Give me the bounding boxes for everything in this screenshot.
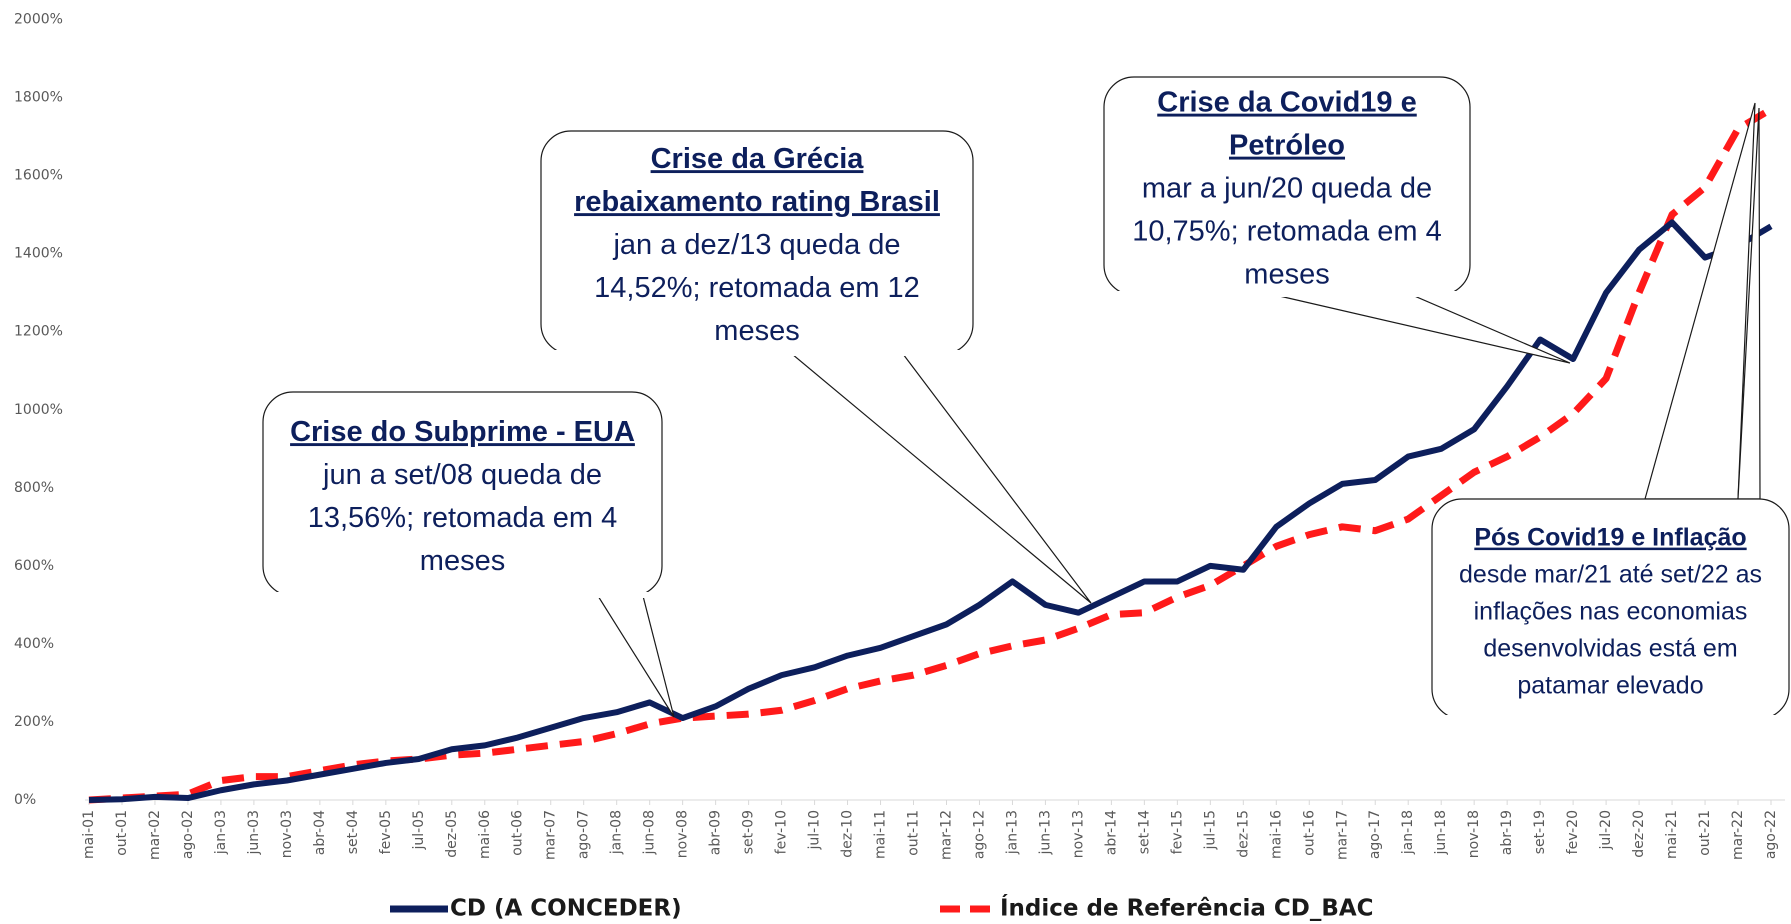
- x-tick-label: ago-12: [971, 810, 987, 859]
- x-tick-label: out-11: [906, 810, 922, 856]
- x-tick-label: mai-11: [873, 810, 889, 859]
- x-tick-label: jul-20: [1598, 810, 1614, 851]
- callout: Crise da Grécia rebaixamento rating Brasi…: [540, 130, 1092, 604]
- callout: Crise da Covid19 e Petróleo mar a jun/20 q…: [1103, 76, 1571, 364]
- y-tick-label: 2000%: [14, 12, 63, 28]
- callout-text: 14,52%; retomada em 12: [594, 272, 920, 304]
- x-tick-label: jan-13: [1004, 810, 1020, 855]
- x-tick-label: jan-03: [213, 810, 229, 855]
- x-tick-label: jun-03: [246, 810, 262, 856]
- callout: Crise do Subprime - EUA jun a set/08 qued…: [262, 391, 675, 718]
- x-tick-label: jun-13: [1037, 810, 1053, 856]
- callout-pointer: [790, 353, 1092, 604]
- x-tick-label: fev-05: [378, 810, 394, 854]
- x-tick-label: nov-13: [1070, 810, 1086, 858]
- x-tick-label: mar-02: [147, 810, 163, 860]
- callout-title: Crise da Covid19 e: [1157, 87, 1417, 119]
- series-line: [88, 219, 1773, 803]
- x-tick-label: jan-08: [609, 810, 625, 855]
- x-tick-label: abr-14: [1103, 810, 1119, 855]
- x-tick-label: ago-22: [1763, 810, 1779, 859]
- x-tick-label: nov-18: [1466, 810, 1482, 858]
- callout-title: Crise do Subprime - EUA: [290, 416, 635, 448]
- x-tick-label: out-06: [510, 810, 526, 856]
- y-tick-label: 1600%: [14, 168, 63, 184]
- x-tick-label: fev-15: [1169, 810, 1185, 854]
- callout-pointer: [1274, 294, 1571, 364]
- callout-cover: [265, 592, 660, 598]
- callout-text: patamar elevado: [1517, 672, 1703, 700]
- x-tick-label: mai-16: [1268, 810, 1284, 859]
- callout-cover: [543, 350, 971, 356]
- x-tick-label: dez-05: [444, 810, 460, 858]
- legend-label: CD (A CONCEDER): [450, 896, 682, 922]
- callout-title: Pós Covid19 e Inflação: [1474, 524, 1746, 552]
- callout-cover: [1106, 291, 1468, 297]
- y-tick-label: 1400%: [14, 246, 63, 262]
- callout-text: 13,56%; retomada em 4: [308, 502, 618, 534]
- y-tick-label: 400%: [14, 636, 54, 652]
- y-tick-label: 1000%: [14, 402, 63, 418]
- y-tick-label: 1200%: [14, 324, 63, 340]
- y-tick-label: 600%: [14, 558, 54, 574]
- callout-pointer: [1644, 102, 1756, 500]
- x-tick-label: nov-08: [675, 810, 691, 858]
- callout-text: inflações nas economias: [1474, 598, 1748, 626]
- callout-text: meses: [1244, 259, 1329, 291]
- y-tick-label: 200%: [14, 714, 54, 730]
- callout-text: 10,75%; retomada em 4: [1132, 216, 1442, 248]
- x-tick-label: jul-05: [411, 810, 427, 851]
- x-tick-label: mar-07: [543, 810, 559, 860]
- x-tick-label: mai-06: [477, 810, 493, 859]
- x-tick-label: abr-19: [1499, 810, 1515, 855]
- x-tick-label: jul-10: [807, 810, 823, 851]
- callout-text: mar a jun/20 queda de: [1142, 173, 1432, 205]
- callout-cover: [1434, 715, 1787, 721]
- x-tick-label: out-16: [1301, 810, 1317, 856]
- x-tick-label: mai-21: [1664, 810, 1680, 859]
- y-tick-label: 0%: [14, 792, 36, 808]
- x-tick-label: out-21: [1697, 810, 1713, 856]
- legend-label: Índice de Referência CD_BAC: [1000, 894, 1374, 922]
- callout-title: rebaixamento rating Brasil: [574, 186, 940, 218]
- x-tick-label: set-04: [345, 810, 361, 854]
- callout-text: desenvolvidas está em: [1483, 635, 1737, 663]
- callout-text: jun a set/08 queda de: [322, 459, 602, 491]
- x-tick-label: out-01: [114, 810, 130, 856]
- callout-text: jan a dez/13 queda de: [612, 229, 900, 261]
- y-tick-label: 1800%: [14, 90, 63, 106]
- x-tick-label: mar-22: [1730, 810, 1746, 860]
- x-tick-label: dez-20: [1631, 810, 1647, 858]
- x-tick-label: jan-18: [1400, 810, 1416, 855]
- x-tick-label: jul-15: [1202, 810, 1218, 851]
- callout-text: meses: [714, 315, 799, 347]
- x-tick-label: ago-17: [1367, 810, 1383, 859]
- x-tick-label: jun-08: [642, 810, 658, 856]
- x-tick-label: abr-04: [312, 810, 328, 855]
- callout-text: desde mar/21 até set/22 as: [1459, 561, 1762, 589]
- x-tick-label: set-09: [741, 810, 757, 854]
- callout-pointer: [596, 595, 675, 718]
- x-tick-label: set-14: [1136, 810, 1152, 854]
- x-tick-label: abr-09: [708, 810, 724, 855]
- callout-title: Crise da Grécia: [651, 143, 865, 175]
- x-tick-label: fev-20: [1565, 810, 1581, 854]
- x-tick-label: dez-15: [1235, 810, 1251, 858]
- x-tick-label: ago-02: [180, 810, 196, 859]
- x-tick-label: jun-18: [1433, 810, 1449, 856]
- x-tick-label: mar-17: [1334, 810, 1350, 860]
- x-tick-label: nov-03: [279, 810, 295, 858]
- x-tick-label: ago-07: [576, 810, 592, 859]
- x-tick-label: dez-10: [840, 810, 856, 858]
- callout-text: meses: [420, 545, 505, 577]
- callout-title: Petróleo: [1229, 130, 1345, 162]
- callout: Pós Covid19 e Inflação desde mar/21 até s…: [1431, 102, 1790, 721]
- x-tick-label: mar-12: [938, 810, 954, 860]
- y-tick-label: 800%: [14, 480, 54, 496]
- x-tick-label: fev-10: [774, 810, 790, 854]
- x-tick-label: set-19: [1532, 810, 1548, 854]
- x-tick-label: mai-01: [81, 810, 97, 859]
